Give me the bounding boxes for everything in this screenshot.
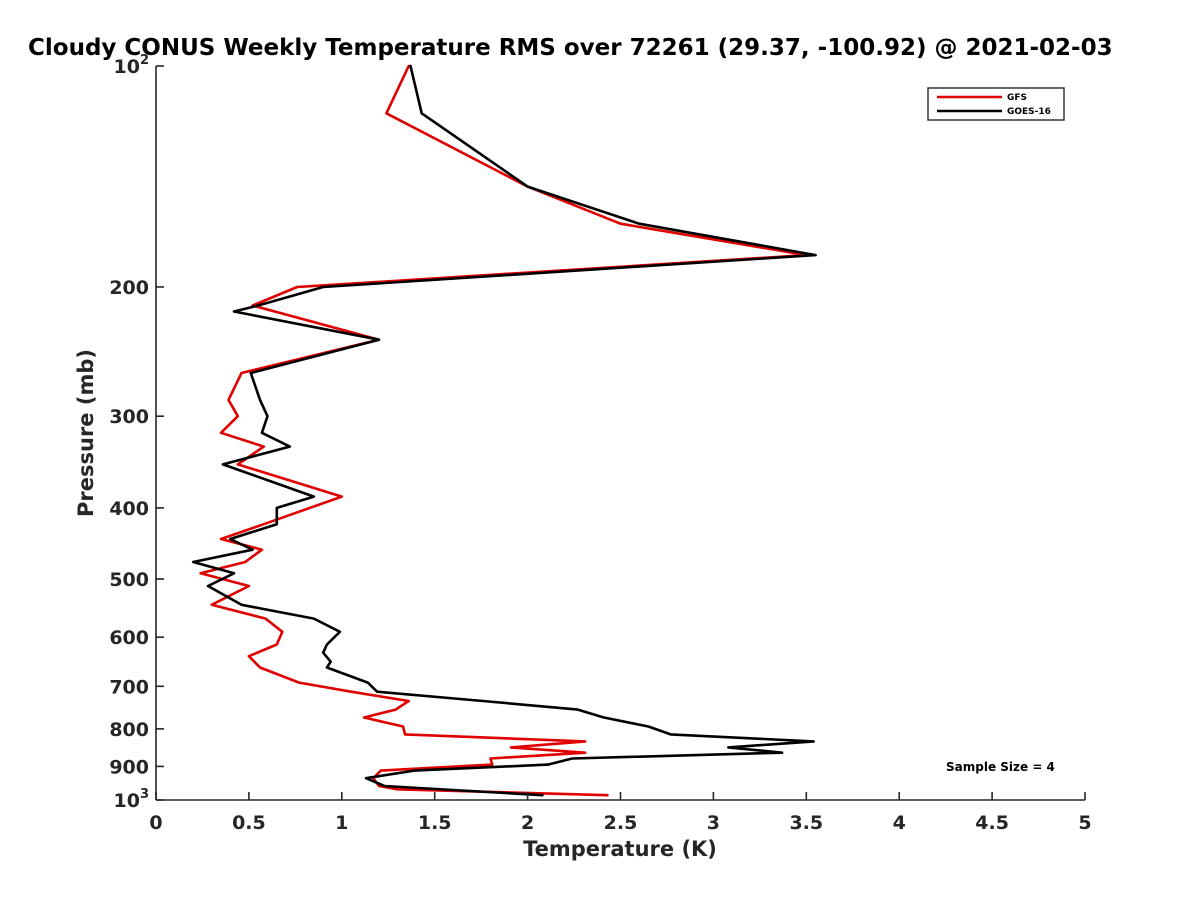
series-line-goes16 (191, 64, 817, 797)
series-line-gfs (199, 64, 808, 797)
x-tick-label: 1 (335, 812, 348, 834)
x-ticks-layer: 0 0.5 1 1.5 2 2.5 3 3.5 4 4.5 5 (149, 792, 1092, 834)
y-tick-label: 800 (109, 719, 149, 741)
x-tick-label: 3.5 (789, 812, 823, 834)
legend: GFS GOES-16 (927, 87, 1065, 121)
y-axis-label: Pressure (mb) (74, 349, 98, 517)
y-tick-label: 900 (109, 756, 149, 778)
x-tick-label: 5 (1078, 812, 1091, 834)
legend-box (927, 87, 1065, 121)
axes-layer (155, 66, 1085, 801)
y-tick-label: 103 (114, 787, 150, 812)
legend-label-goes16: GOES-16 (1007, 107, 1051, 117)
x-tick-label: 4 (893, 812, 906, 834)
x-tick-label: 0.5 (232, 812, 266, 834)
x-tick-label: 2 (521, 812, 534, 834)
y-tick-label: 500 (109, 569, 149, 591)
x-axis-label: Temperature (K) (523, 837, 717, 861)
y-tick-label: 700 (109, 676, 149, 698)
x-tick-label: 2.5 (604, 812, 638, 834)
y-tick-label: 102 (114, 53, 150, 78)
sample-size-annotation: Sample Size = 4 (946, 760, 1055, 774)
x-tick-label: 0 (149, 812, 162, 834)
x-tick-label: 4.5 (975, 812, 1009, 834)
y-ticks-layer: 102 200 300 400 500 600 700 800 900 103 (109, 53, 164, 812)
y-tick-label: 400 (109, 498, 149, 520)
y-tick-label: 300 (109, 406, 149, 428)
y-tick-label: 600 (109, 627, 149, 649)
x-tick-label: 1.5 (418, 812, 452, 834)
legend-label-gfs: GFS (1007, 93, 1027, 103)
series-lines-layer (191, 64, 817, 797)
x-tick-label: 3 (707, 812, 720, 834)
y-tick-label: 200 (109, 277, 149, 299)
chart-title: Cloudy CONUS Weekly Temperature RMS over… (28, 35, 1113, 61)
